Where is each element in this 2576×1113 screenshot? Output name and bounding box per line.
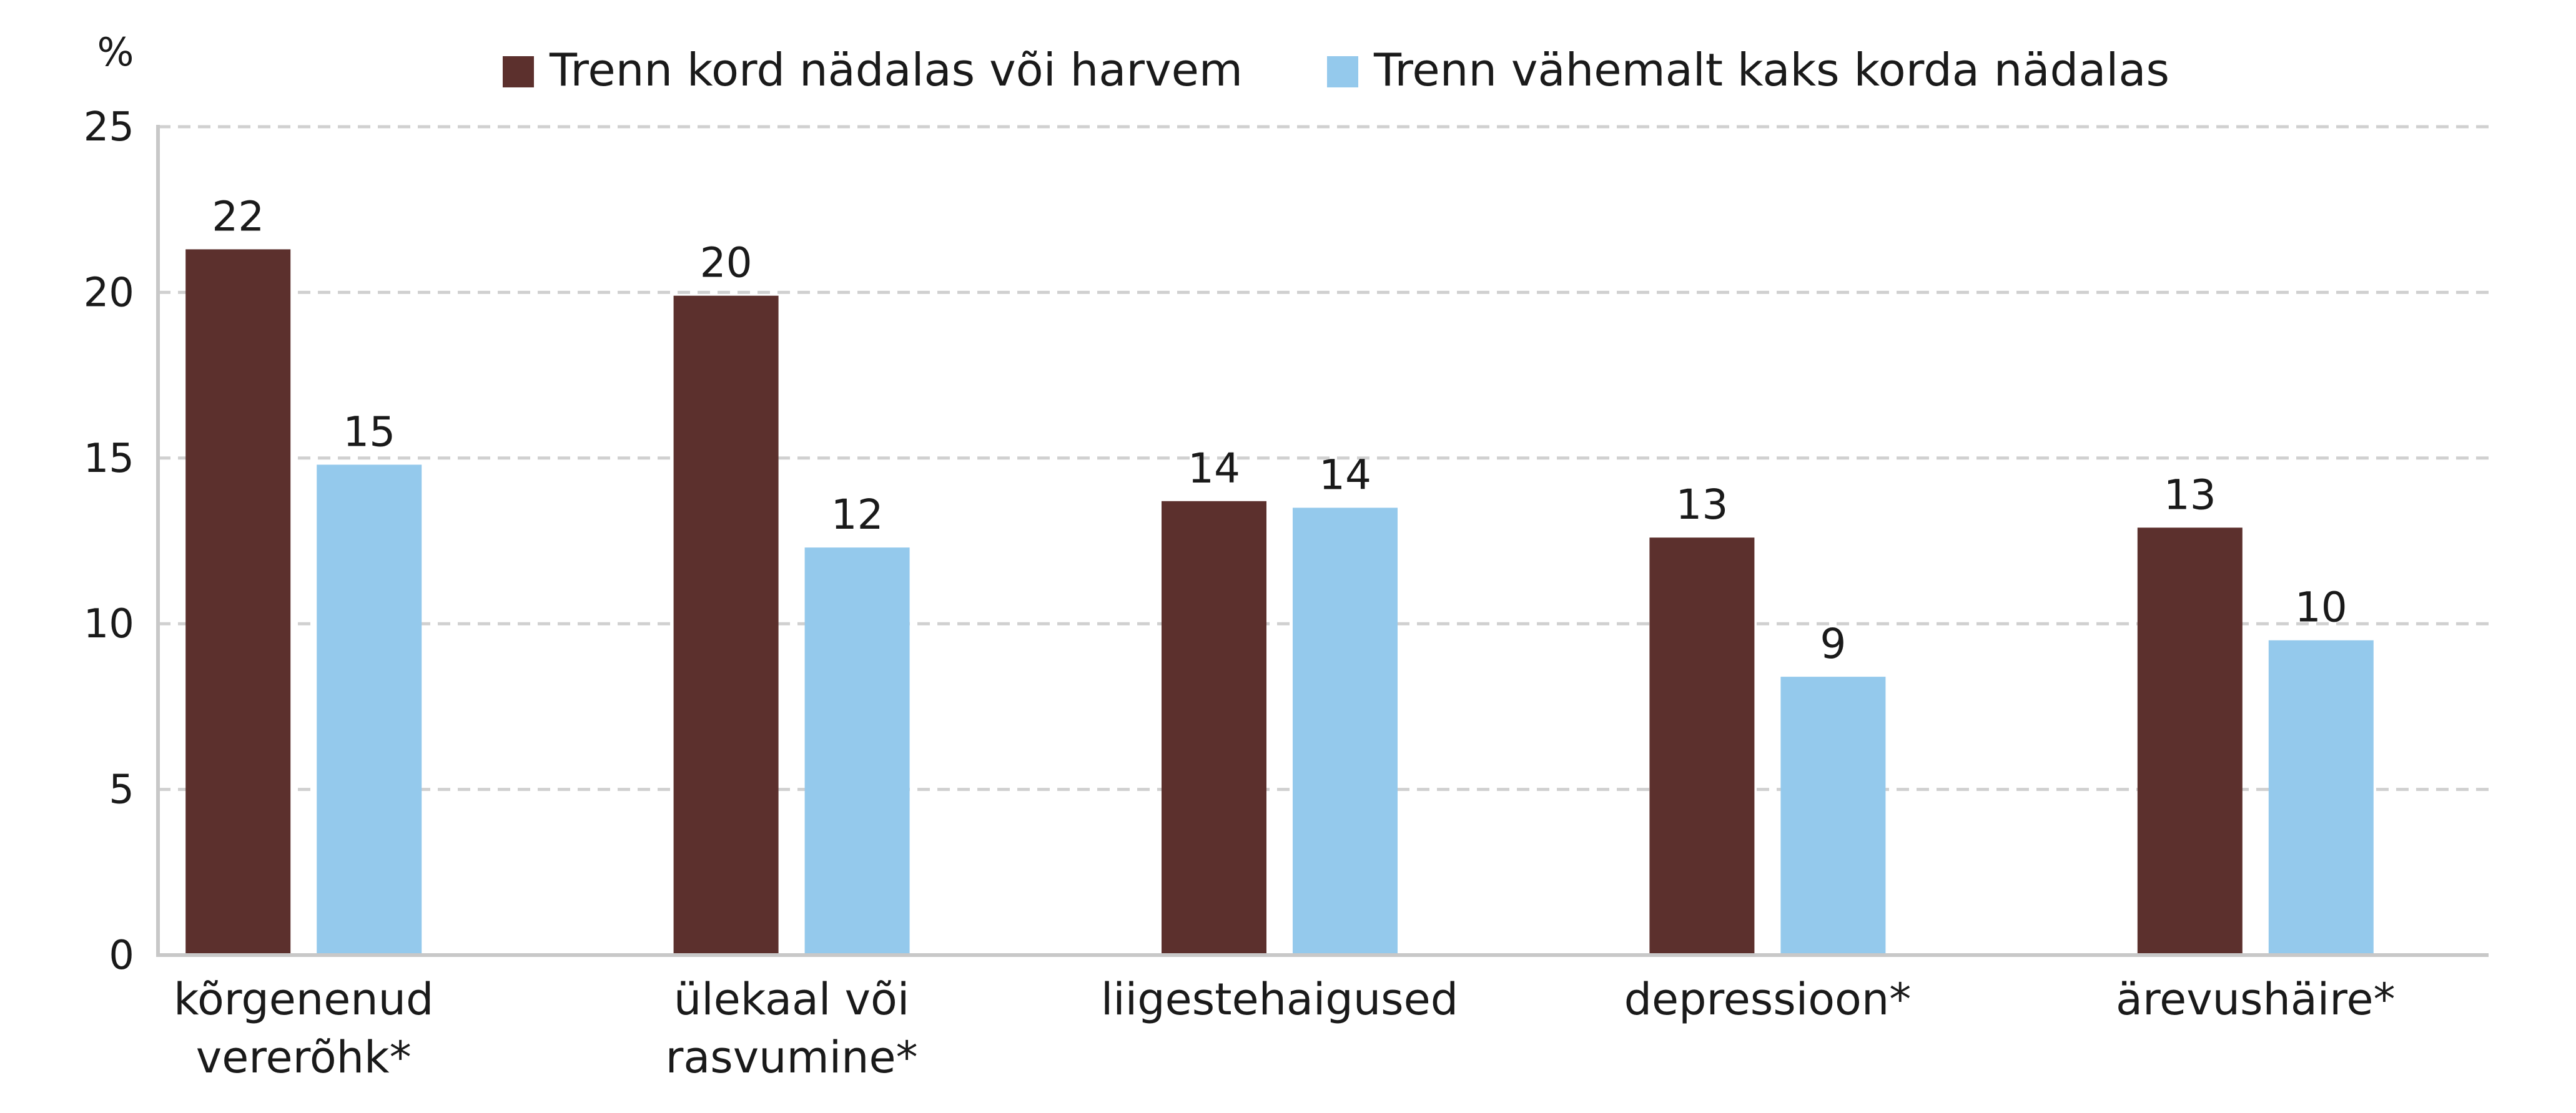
data-label: 13 [2164,471,2216,519]
data-label: 14 [1188,444,1240,493]
category-label: ärevushäire* [2116,974,2395,1025]
data-label: 12 [831,491,884,539]
legend-label-1: Trenn vähemalt kaks korda nädalas [1373,44,2169,96]
bar-series-1-cat-3 [1780,677,1886,955]
bar-series-0-cat-3 [1649,537,1755,955]
y-tick-label: 15 [84,436,134,482]
category-label: liigestehaigused [1101,974,1458,1025]
data-label: 15 [343,408,395,456]
y-axis-ticks: 0 5 10 15 20 25 [84,104,134,979]
y-tick-label: 20 [84,270,134,316]
bar-series-0-cat-1 [673,295,779,955]
y-tick-label: 25 [84,104,134,150]
category-label: rasvumine* [666,1032,918,1083]
bar-series-0-cat-4 [2137,527,2243,955]
bar-series-1-cat-2 [1293,507,1398,955]
y-tick-label: 10 [84,601,134,647]
bar-series-1-cat-4 [2268,640,2374,955]
legend-swatch-1 [1327,56,1358,87]
y-tick-label: 5 [109,767,134,813]
data-label: 22 [212,192,264,240]
legend-label-0: Trenn kord nädalas või harvem [549,44,1243,96]
data-label: 14 [1319,451,1371,499]
data-label: 9 [1820,620,1846,668]
bar-series-0-cat-0 [185,249,291,955]
bars [185,249,2374,955]
bar-series-0-cat-2 [1162,501,1266,955]
gridlines [158,125,2489,792]
y-tick-label: 0 [109,933,134,979]
category-label: depressioon* [1624,974,1912,1025]
category-label: kõrgenenud [174,974,434,1025]
category-label: ülekaal või [674,974,909,1025]
data-labels: 22 15 20 12 14 14 13 9 13 10 [212,192,2347,668]
category-label: vererõhk* [196,1032,412,1083]
category-labels: kõrgenenud vererõhk* ülekaal või rasvumine*… [174,974,2396,1083]
legend: Trenn kord nädalas või harvem Trenn vähem… [503,44,2169,96]
data-label: 20 [700,239,753,287]
bar-series-1-cat-0 [317,464,422,955]
data-label: 10 [2295,584,2347,632]
legend-swatch-0 [503,56,534,87]
data-label: 13 [1675,481,1728,529]
y-axis-unit-label: % [97,29,134,75]
bar-series-1-cat-1 [804,547,910,955]
